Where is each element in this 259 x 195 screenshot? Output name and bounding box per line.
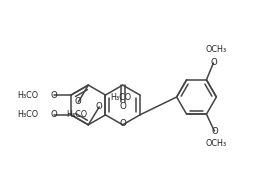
Text: H₃CO: H₃CO: [17, 110, 38, 119]
Text: O: O: [211, 127, 218, 136]
Text: H₃CO: H₃CO: [17, 90, 38, 99]
Text: OCH₃: OCH₃: [206, 139, 227, 148]
Text: O: O: [210, 58, 217, 67]
Text: O: O: [119, 119, 126, 128]
Text: O: O: [51, 90, 57, 99]
Text: O: O: [96, 102, 103, 111]
Text: OCH₃: OCH₃: [206, 44, 227, 53]
Text: O: O: [75, 98, 82, 106]
Text: H₃CO: H₃CO: [110, 92, 131, 102]
Text: O: O: [119, 102, 126, 111]
Text: O: O: [51, 110, 57, 119]
Text: H₃CO: H₃CO: [67, 110, 88, 119]
